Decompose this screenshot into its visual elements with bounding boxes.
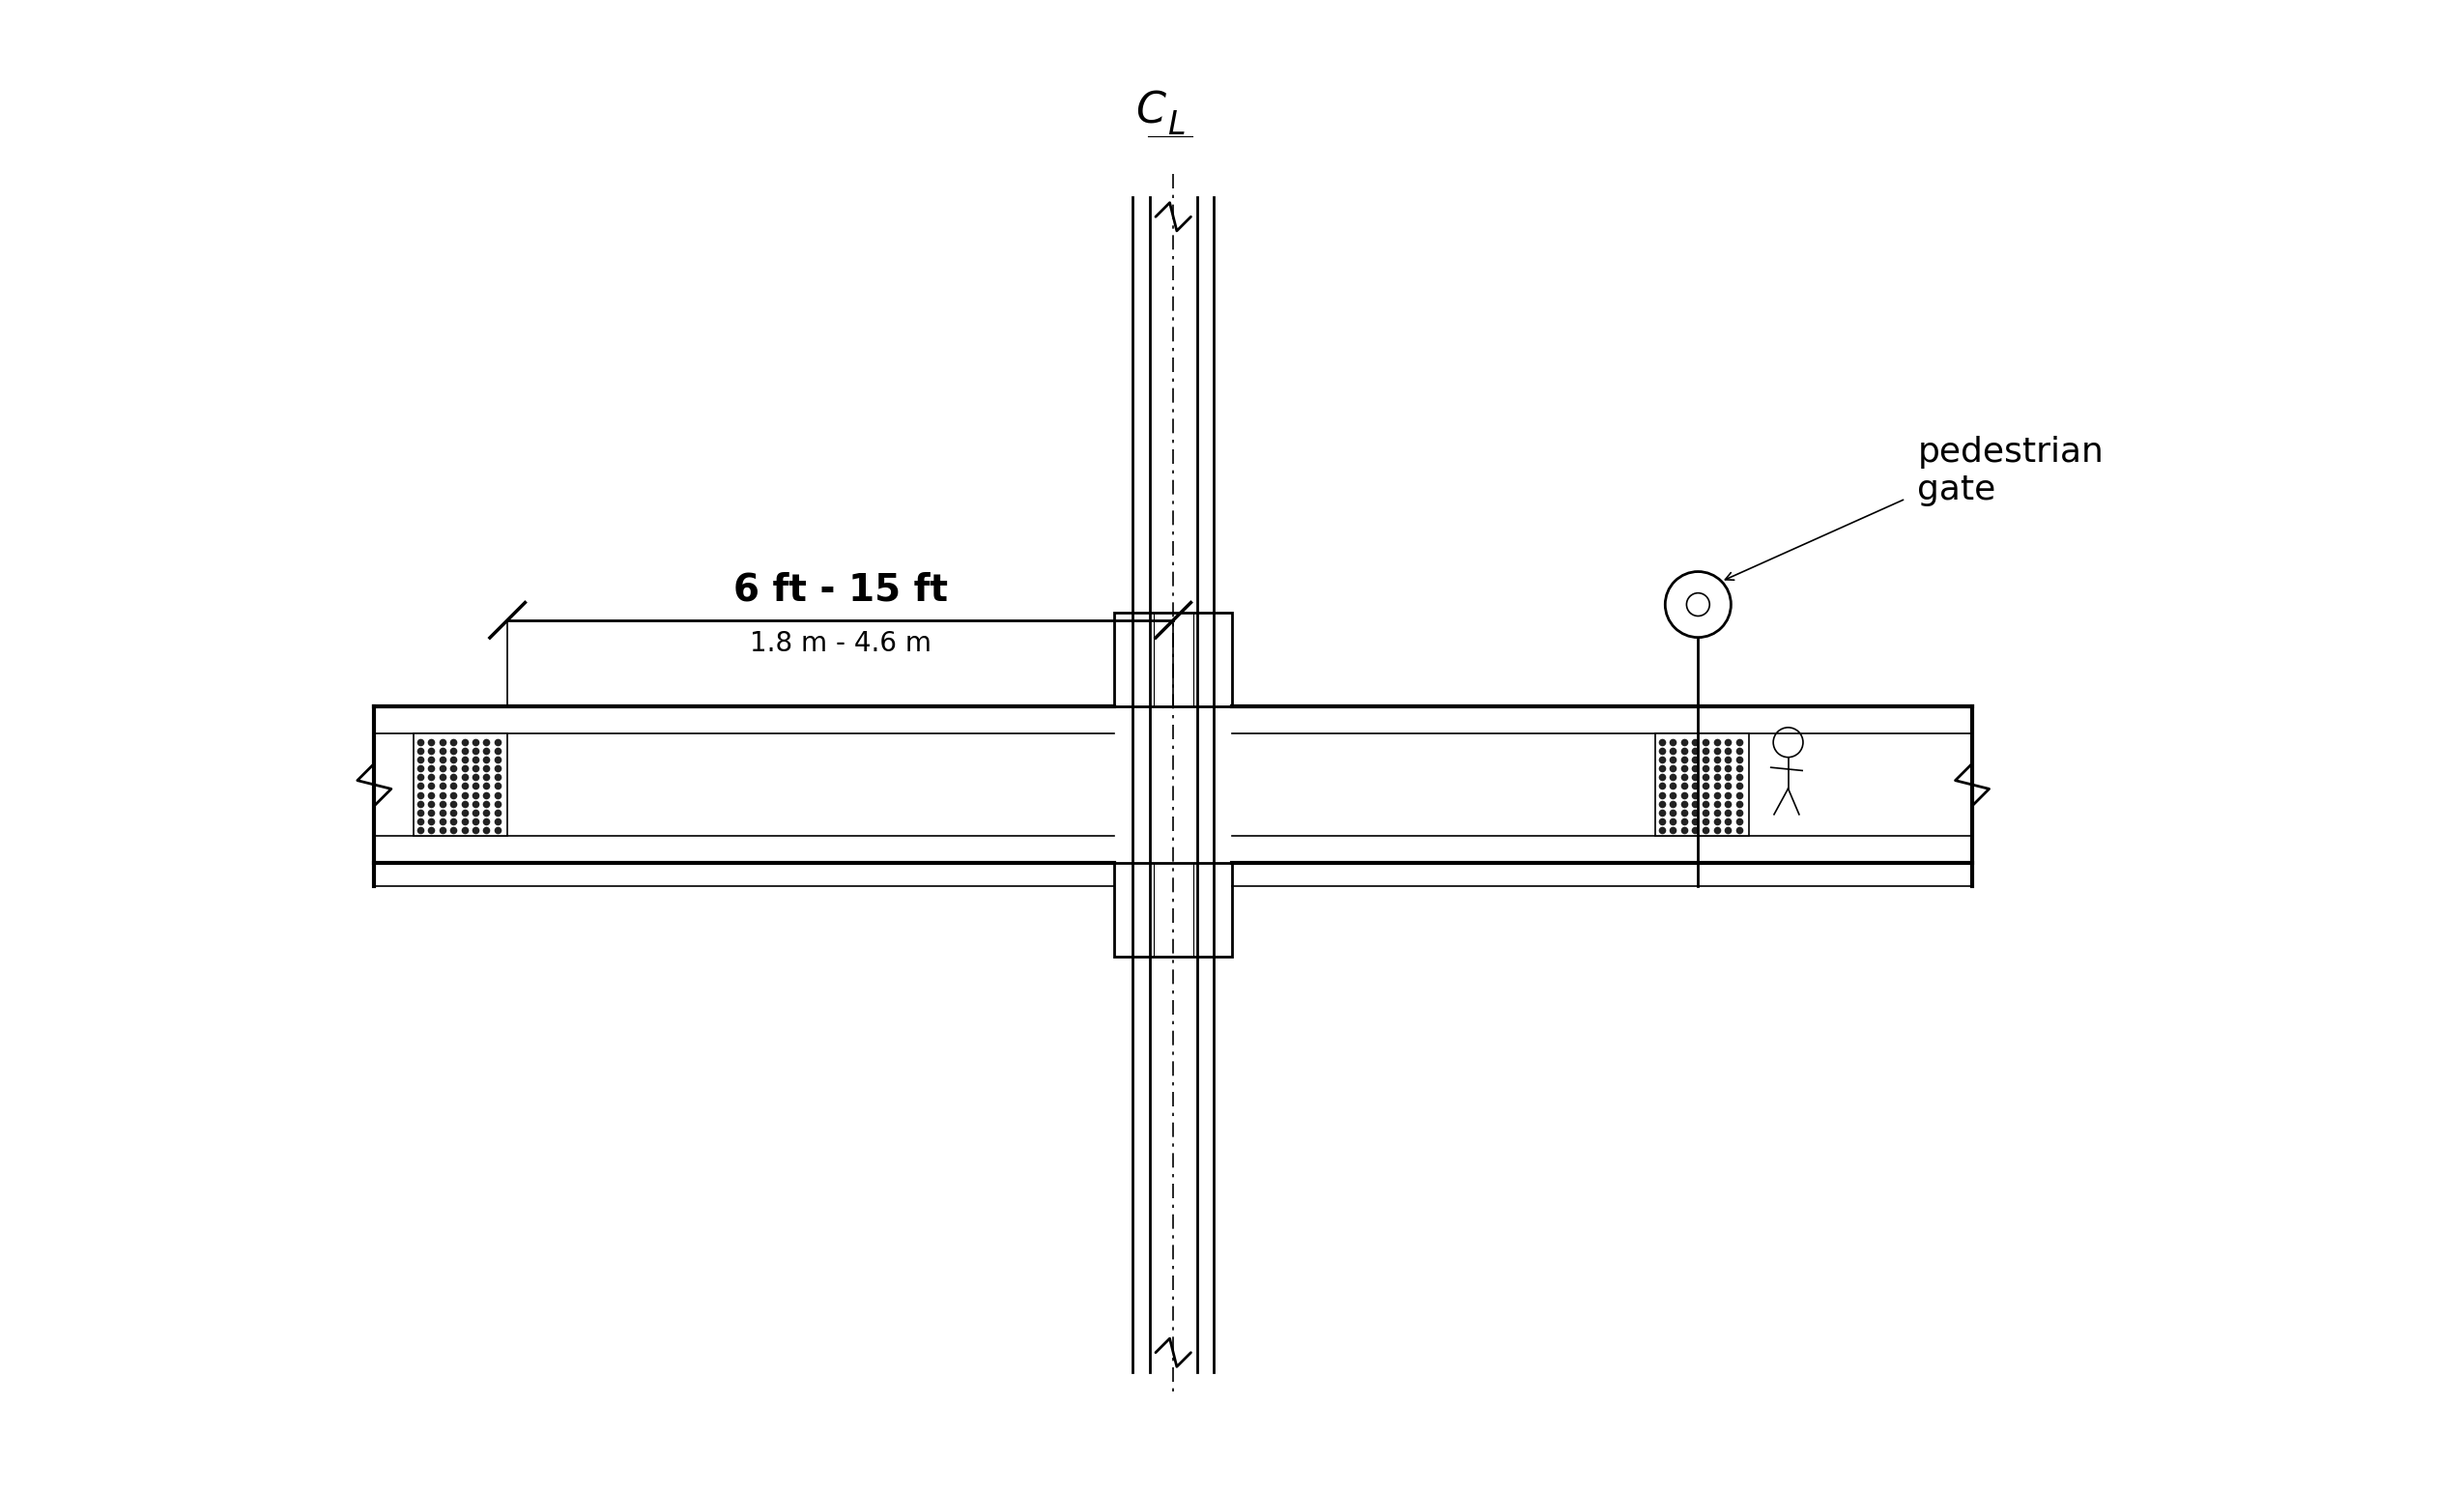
- Bar: [1656, 734, 1749, 835]
- Text: pedestrian
gate: pedestrian gate: [1917, 435, 2104, 507]
- Text: $\it{L}$: $\it{L}$: [1168, 110, 1185, 140]
- Bar: [1114, 863, 1232, 957]
- Text: $\it{C}$: $\it{C}$: [1136, 89, 1168, 131]
- Bar: [1114, 613, 1232, 707]
- Text: 1.8 m - 4.6 m: 1.8 m - 4.6 m: [749, 629, 931, 656]
- Text: 6 ft - 15 ft: 6 ft - 15 ft: [734, 571, 949, 608]
- Bar: [414, 734, 508, 835]
